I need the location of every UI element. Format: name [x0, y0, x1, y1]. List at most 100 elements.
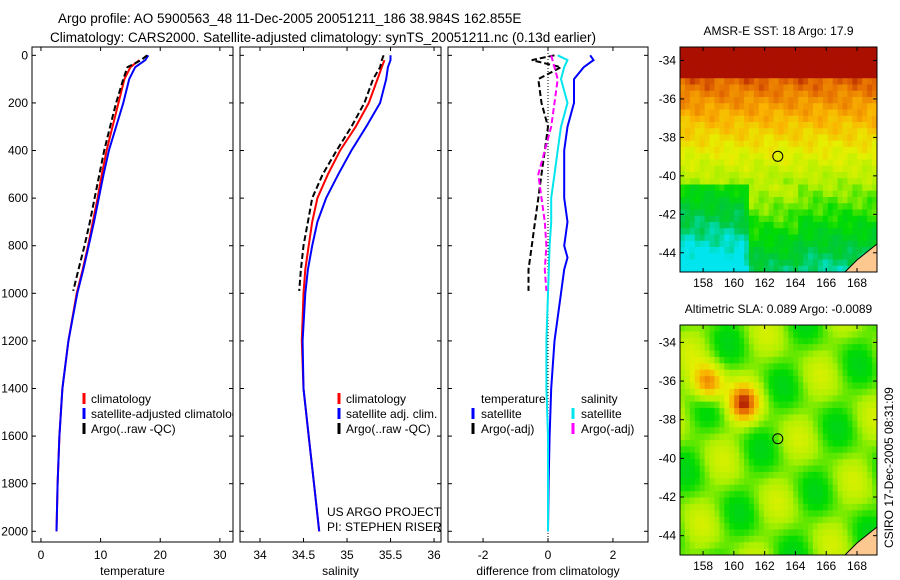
heatmap-cell: [793, 234, 799, 242]
heatmap-cell: [709, 165, 715, 173]
heatmap-cell: [694, 427, 701, 435]
heatmap-cell: [763, 523, 770, 530]
heatmap-cell: [812, 350, 819, 358]
heatmap-cell: [862, 529, 868, 537]
heatmap-cell: [867, 209, 873, 217]
heatmap-cell: [768, 72, 775, 79]
heatmap-cell: [837, 350, 844, 358]
heatmap-cell: [699, 153, 706, 160]
heatmap-cell: [798, 184, 804, 192]
heatmap-cell: [827, 59, 834, 67]
heatmap-cell: [783, 128, 789, 135]
heatmap-cell: [803, 247, 809, 254]
heatmap-cell: [753, 128, 760, 135]
heatmap-cell: [852, 529, 858, 537]
heatmap-cell: [778, 395, 784, 403]
heatmap-cell: [714, 510, 720, 518]
heatmap-cell: [763, 253, 770, 260]
heatmap-cell: [719, 134, 725, 142]
heatmap-cell: [768, 59, 775, 67]
heatmap-cell: [812, 363, 819, 371]
heatmap-cell: [694, 259, 701, 267]
heatmap-cell: [689, 59, 696, 67]
heatmap-cell: [842, 388, 848, 396]
heatmap-cell: [783, 395, 789, 403]
y-tick-label: -34: [659, 335, 677, 349]
heatmap-cell: [817, 459, 824, 467]
heatmap-cell: [832, 369, 839, 377]
heatmap-cell: [748, 510, 755, 518]
heatmap-cell: [714, 484, 720, 492]
heatmap-cell: [842, 197, 848, 204]
heatmap-cell: [689, 90, 696, 98]
heatmap-cell: [793, 529, 799, 537]
heatmap-cell: [689, 356, 696, 364]
series-line-salinity-argo-adj-: [537, 55, 559, 291]
heatmap-cell: [753, 59, 760, 67]
heatmap-cell: [744, 84, 750, 92]
heatmap-cell: [680, 471, 686, 479]
heatmap-cell: [729, 548, 735, 556]
heatmap-cell: [793, 427, 799, 435]
heatmap-cell: [832, 122, 839, 129]
heatmap-cell: [763, 344, 770, 352]
heatmap-cell: [684, 159, 691, 167]
heatmap-cell: [842, 535, 848, 543]
heatmap-cell: [798, 147, 804, 154]
x-tick-label: 160: [724, 559, 744, 573]
heatmap-cell: [734, 159, 740, 167]
heatmap-cell: [709, 265, 715, 273]
heatmap-cell: [684, 234, 691, 242]
heatmap-cell: [719, 503, 725, 511]
heatmap-cell: [739, 103, 745, 110]
heatmap-cell: [680, 153, 686, 160]
heatmap-cell: [798, 535, 804, 543]
heatmap-cell: [812, 503, 819, 511]
heatmap-cell: [822, 240, 829, 248]
heatmap-cell: [719, 376, 725, 383]
heatmap-cell: [808, 128, 814, 135]
heatmap-cell: [724, 452, 730, 460]
heatmap-cell: [768, 452, 775, 460]
heatmap-cell: [724, 376, 730, 383]
heatmap-cell: [694, 159, 701, 167]
heatmap-cell: [758, 401, 765, 409]
heatmap-cell: [808, 228, 814, 235]
heatmap-cell: [689, 503, 696, 511]
heatmap-cell: [753, 172, 760, 179]
heatmap-cell: [719, 59, 725, 67]
heatmap-cell: [739, 197, 745, 204]
heatmap-cell: [763, 47, 770, 54]
heatmap-cell: [763, 325, 770, 332]
heatmap-cell: [788, 529, 794, 537]
heatmap-cell: [768, 115, 775, 123]
heatmap-cell: [842, 471, 848, 479]
heatmap-cell: [689, 209, 696, 217]
heatmap-cell: [768, 165, 775, 173]
heatmap-cell: [729, 369, 735, 377]
heatmap-cell: [734, 497, 740, 505]
heatmap-cell: [724, 165, 730, 173]
heatmap-cell: [744, 325, 750, 332]
heatmap-cell: [694, 535, 701, 543]
heatmap-cell: [852, 203, 858, 210]
heatmap-cell: [837, 134, 844, 142]
heatmap-cell: [783, 414, 789, 422]
heatmap-cell: [704, 90, 711, 98]
heatmap-cell: [778, 542, 784, 550]
heatmap-cell: [827, 178, 834, 185]
heatmap-cell: [842, 84, 848, 92]
heatmap-cell: [753, 47, 760, 54]
heatmap-cell: [684, 529, 691, 537]
heatmap-cell: [694, 140, 701, 148]
heatmap-cell: [753, 350, 760, 358]
heatmap-cell: [729, 153, 735, 160]
heatmap-cell: [739, 478, 745, 486]
heatmap-cell: [753, 408, 760, 415]
heatmap-cell: [857, 53, 863, 60]
heatmap-cell: [783, 203, 789, 210]
heatmap-cell: [832, 376, 839, 383]
y-tick-label: -42: [659, 207, 677, 221]
heatmap-cell: [773, 529, 779, 537]
x-tick-label: 164: [785, 276, 805, 290]
